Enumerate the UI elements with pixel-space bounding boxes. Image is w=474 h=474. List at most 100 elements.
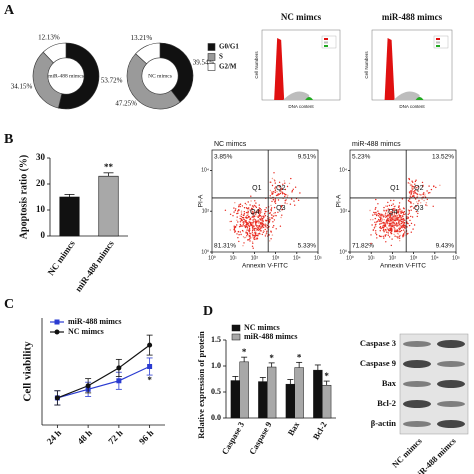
event-dot (413, 207, 415, 209)
event-dot (381, 218, 384, 220)
event-dot (274, 189, 277, 192)
donut-slice (32, 51, 63, 109)
event-dot (373, 211, 375, 214)
event-dot (252, 233, 254, 235)
event-dot (439, 184, 441, 186)
event-dot (229, 229, 231, 231)
event-dot (413, 195, 415, 198)
significance: * (242, 347, 247, 357)
event-dot (252, 210, 254, 213)
event-dot (260, 216, 263, 218)
event-dot (407, 213, 409, 216)
event-dot (389, 214, 392, 217)
event-dot (291, 190, 294, 192)
event-dot (262, 230, 265, 232)
event-dot (389, 218, 392, 220)
event-dot (424, 193, 426, 195)
x-tick-label: 10⁴ (293, 255, 301, 261)
event-dot (386, 205, 388, 207)
event-dot (270, 238, 272, 240)
event-dot (257, 225, 259, 227)
event-dot (393, 211, 395, 213)
event-dot (393, 222, 395, 224)
quadrant-value: 9.43% (436, 243, 455, 250)
event-dot (394, 208, 396, 210)
marker (116, 378, 122, 384)
event-dot (275, 194, 278, 197)
event-dot (389, 224, 392, 226)
event-dot (420, 202, 422, 204)
event-dot (384, 212, 387, 214)
event-dot (369, 219, 372, 221)
event-dot (281, 208, 284, 211)
event-dot (274, 198, 277, 200)
event-dot (283, 180, 286, 182)
legend-swatch (231, 333, 241, 341)
event-dot (252, 219, 254, 221)
event-dot (420, 194, 422, 196)
panel-label: B (4, 132, 13, 147)
event-dot (385, 221, 388, 223)
event-dot (250, 237, 252, 239)
event-dot (393, 224, 395, 226)
event-dot (372, 214, 374, 216)
event-dot (271, 234, 274, 236)
bar (258, 381, 268, 419)
event-dot (273, 172, 275, 174)
event-dot (402, 213, 405, 215)
event-dot (279, 185, 281, 187)
event-dot (239, 217, 241, 220)
event-dot (414, 191, 416, 193)
event-dot (410, 222, 413, 225)
event-dot (246, 227, 249, 230)
event-dot (272, 226, 274, 228)
event-dot (413, 194, 415, 196)
y-axis-label: Relative expression of protein (196, 331, 206, 439)
event-dot (247, 239, 249, 241)
quadrant-value: 5.23% (352, 154, 371, 161)
event-dot (272, 191, 275, 193)
event-dot (247, 201, 249, 203)
event-dot (411, 195, 414, 197)
event-dot (383, 237, 385, 239)
event-dot (388, 236, 391, 238)
event-dot (270, 207, 273, 209)
event-dot (379, 223, 381, 225)
event-dot (370, 242, 372, 245)
blot-row-label: Bax (382, 378, 397, 388)
event-dot (415, 210, 418, 213)
event-dot (260, 211, 263, 213)
event-dot (238, 204, 240, 206)
event-dot (255, 238, 257, 240)
event-dot (253, 238, 255, 241)
event-dot (411, 216, 414, 218)
event-dot (258, 204, 260, 206)
event-dot (392, 218, 394, 221)
s-region (283, 91, 310, 100)
y-tick-label: 10 (36, 204, 46, 214)
event-dot (251, 229, 254, 232)
event-dot (236, 212, 238, 215)
event-dot (233, 226, 236, 229)
event-dot (383, 228, 385, 231)
event-dot (407, 217, 410, 219)
event-dot (393, 233, 395, 236)
event-dot (412, 191, 414, 193)
event-dot (284, 188, 287, 191)
event-dot (279, 225, 282, 227)
event-dot (399, 211, 402, 213)
event-dot (394, 205, 396, 207)
event-dot (259, 227, 262, 229)
event-dot (243, 222, 245, 224)
event-dot (260, 219, 262, 221)
event-dot (393, 215, 395, 217)
event-dot (270, 231, 272, 233)
event-dot (383, 223, 385, 225)
event-dot (414, 190, 416, 192)
event-dot (257, 222, 260, 224)
event-dot (380, 217, 382, 219)
event-dot (248, 229, 250, 231)
event-dot (251, 231, 254, 233)
event-dot (391, 225, 393, 228)
blot-row-label: Caspase 3 (360, 338, 396, 348)
